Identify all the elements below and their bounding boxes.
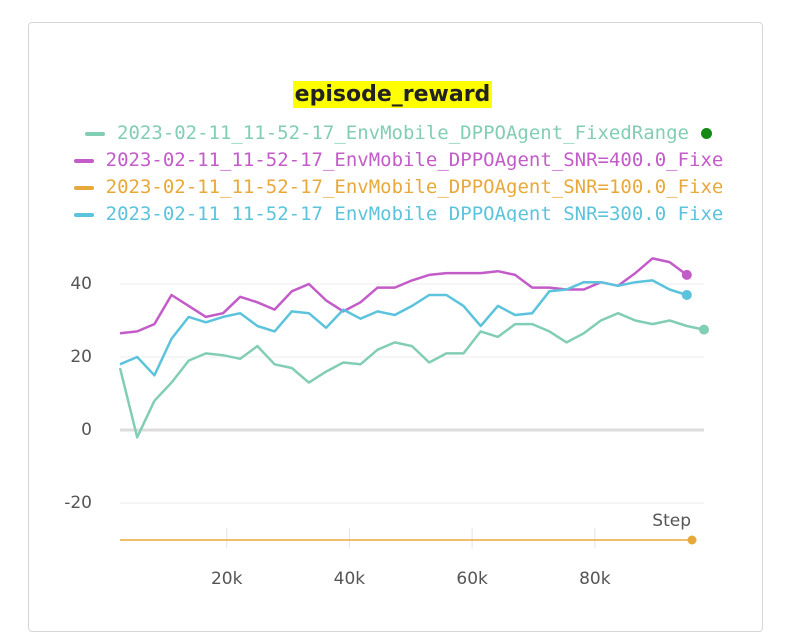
- legend-label: 2023-02-11_11-52-17_EnvMobile_DPPOAgent_…: [105, 176, 724, 198]
- y-tick-label: 0: [81, 420, 92, 440]
- x-axis-label: Step: [652, 511, 691, 531]
- chart-title: episode_reward: [292, 81, 493, 108]
- legend-marker: [85, 131, 106, 136]
- legend-entry: 2023-02-11_11-52-17_EnvMobile_DPPOAgent_…: [52, 147, 745, 174]
- legend-entry: 2023-02-11_11-52-17_EnvMobile_DPPOAgent_…: [52, 174, 745, 201]
- series-line: [118, 311, 705, 439]
- legend-entry: 2023-02-11_11-52-17_EnvMobile_DPPOAgent_…: [52, 201, 745, 222]
- status-dot: [700, 128, 712, 139]
- title-wrap: episode_reward: [0, 81, 785, 108]
- legend-entry: 2023-02-11_11-52-17_EnvMobile_DPPOAgent_…: [52, 120, 745, 147]
- chart: -20 0 20 40 20k 40k 60k 80k Step: [64, 257, 709, 589]
- x-tick-label: 40k: [334, 569, 366, 589]
- y-tick-label: -20: [64, 493, 92, 513]
- end-point: [681, 269, 692, 280]
- legend-marker: [73, 185, 94, 190]
- legend-marker: [73, 212, 94, 217]
- legend-label: 2023-02-11_11-52-17_EnvMobile_DPPOAgent_…: [117, 122, 689, 144]
- series-line: [119, 257, 688, 335]
- legend-label: 2023-02-11_11-52-17_EnvMobile_DPPOAgent_…: [105, 149, 724, 171]
- x-tick-label: 60k: [456, 569, 488, 589]
- legend-marker: [73, 158, 94, 163]
- legend: 2023-02-11_11-52-17_EnvMobile_DPPOAgent_…: [52, 120, 745, 222]
- end-point: [699, 324, 709, 335]
- series-line: [119, 279, 688, 377]
- x-tick-label: 20k: [211, 569, 243, 589]
- x-tick-label: 80k: [579, 569, 611, 589]
- step-strip-dot: [687, 535, 697, 545]
- y-tick-label: 40: [70, 274, 92, 294]
- end-point: [681, 289, 692, 300]
- page: {"chart_data": {"type": "line", "title":…: [0, 22, 785, 632]
- legend-label: 2023-02-11_11-52-17_EnvMobile_DPPOAgent_…: [105, 203, 724, 222]
- y-tick-label: 20: [70, 347, 92, 367]
